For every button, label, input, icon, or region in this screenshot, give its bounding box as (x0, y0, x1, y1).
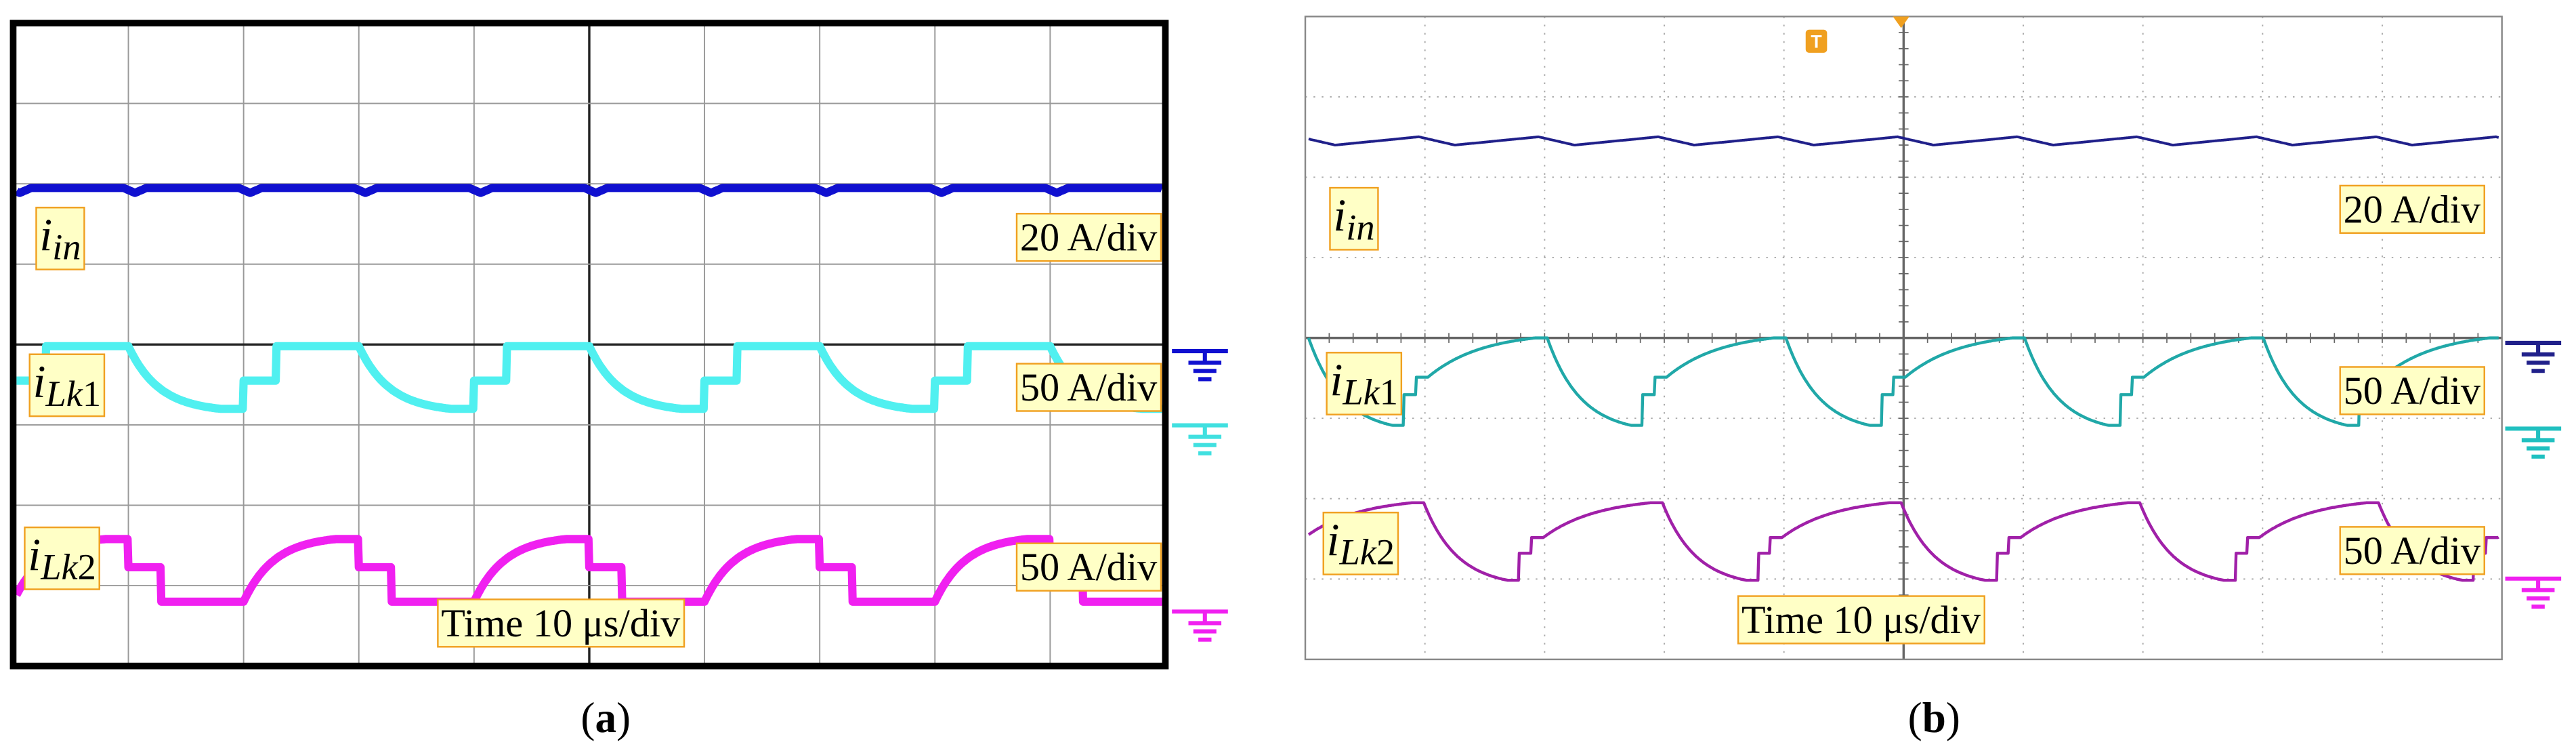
label: 50 A/div (2339, 366, 2485, 415)
label-box (437, 598, 685, 648)
label: iin (35, 207, 85, 270)
label-text: iLk1 (33, 356, 102, 415)
trace-scale: 20 A/div (1020, 216, 1158, 260)
trace-symbol: i (39, 209, 52, 261)
ground-marker (2505, 576, 2562, 609)
label-text: 20 A/div (2344, 187, 2481, 231)
label-box (2339, 526, 2485, 575)
trace-index: 1 (83, 373, 101, 415)
trace-subscript: Lk (40, 546, 78, 588)
trace-scale: 50 A/div (2344, 369, 2481, 413)
label: 20 A/div (1015, 213, 1162, 262)
trace-subscript: Lk (45, 373, 83, 415)
label-text: iin (39, 209, 81, 268)
label-text: 50 A/div (1020, 545, 1158, 589)
trace-scale: 50 A/div (1020, 545, 1158, 589)
label-box (24, 526, 100, 590)
label-text: iLk2 (28, 529, 96, 588)
trace-symbol: i (1333, 189, 1346, 241)
label-box (1015, 542, 1162, 592)
label: iLk2 (24, 526, 100, 590)
trace (1308, 135, 2499, 146)
label-box (1322, 512, 1399, 575)
trace (1307, 501, 2499, 582)
trace-symbol: i (1327, 514, 1340, 566)
ground-marker (2505, 426, 2562, 459)
trace-subscript: in (1346, 207, 1374, 248)
caption-part: ( (580, 694, 595, 741)
label-box (1329, 186, 1379, 251)
ground-marker (1172, 423, 1228, 455)
ground-marker (1172, 609, 1228, 642)
trace-index: 2 (78, 546, 96, 588)
label: iin (1329, 186, 1379, 251)
trigger-marker: T (1805, 29, 1828, 53)
panel-caption: (a) (580, 694, 631, 741)
label: iLk1 (28, 353, 106, 417)
label-box (1737, 595, 1985, 645)
trace (1307, 336, 2499, 427)
trace-index: 1 (1380, 371, 1398, 413)
timebase: Time 10 μs/div (441, 601, 681, 645)
label-box (2339, 366, 2485, 415)
trace (13, 342, 1166, 413)
label: 50 A/div (2339, 526, 2485, 575)
label-box (1015, 213, 1162, 262)
label: Time 10 μs/div (437, 598, 685, 648)
label-box (35, 207, 85, 270)
label-text: iLk1 (1330, 354, 1398, 413)
label-box (1326, 352, 1403, 415)
label-text: 50 A/div (2344, 529, 2481, 573)
trigger-label: T (1811, 32, 1822, 52)
caption-part: ) (616, 694, 631, 741)
timebase: Time 10 μs/div (1741, 598, 1981, 642)
trigger-box (1805, 29, 1828, 53)
trace-symbol: i (28, 529, 41, 581)
label-text: iLk2 (1327, 514, 1395, 573)
trace-subscript: Lk (1339, 531, 1377, 573)
label: Time 10 μs/div (1737, 595, 1985, 645)
caption-part: ( (1908, 694, 1922, 741)
label-text: 50 A/div (2344, 369, 2481, 413)
trace-scale: 20 A/div (2344, 187, 2481, 231)
trace (13, 184, 1166, 197)
trace-symbol: i (1330, 354, 1343, 406)
panel-caption: (b) (1908, 694, 1960, 741)
label-text: Time 10 μs/div (441, 601, 681, 645)
label: 20 A/div (2339, 184, 2485, 234)
label-text: iin (1333, 189, 1374, 248)
scope-screen (1304, 16, 2503, 661)
screen-border (9, 20, 1169, 670)
scope-screen (9, 20, 1169, 670)
ground-marker (1172, 349, 1228, 382)
trigger-position (1893, 16, 1909, 28)
label-text: Time 10 μs/div (1741, 598, 1981, 642)
trace-scale: 50 A/div (1020, 365, 1158, 409)
label-box (1015, 363, 1162, 412)
trace-index: 2 (1376, 531, 1395, 573)
trace (12, 535, 1166, 606)
caption-part: a (595, 694, 616, 741)
caption-part: ) (1946, 694, 1960, 741)
trace-subscript: Lk (1342, 371, 1380, 413)
caption-part: b (1922, 694, 1946, 741)
ground-marker (2505, 340, 2562, 373)
label-box (28, 353, 106, 417)
label-text: 50 A/div (1020, 365, 1158, 409)
label: iLk2 (1322, 512, 1399, 575)
label: 50 A/div (1015, 542, 1162, 592)
label-box (2339, 184, 2485, 234)
label-text: 20 A/div (1020, 216, 1158, 260)
trace-scale: 50 A/div (2344, 529, 2481, 573)
trace-subscript: in (52, 226, 81, 268)
label: 50 A/div (1015, 363, 1162, 412)
label: iLk1 (1326, 352, 1403, 415)
trace-symbol: i (33, 356, 46, 407)
